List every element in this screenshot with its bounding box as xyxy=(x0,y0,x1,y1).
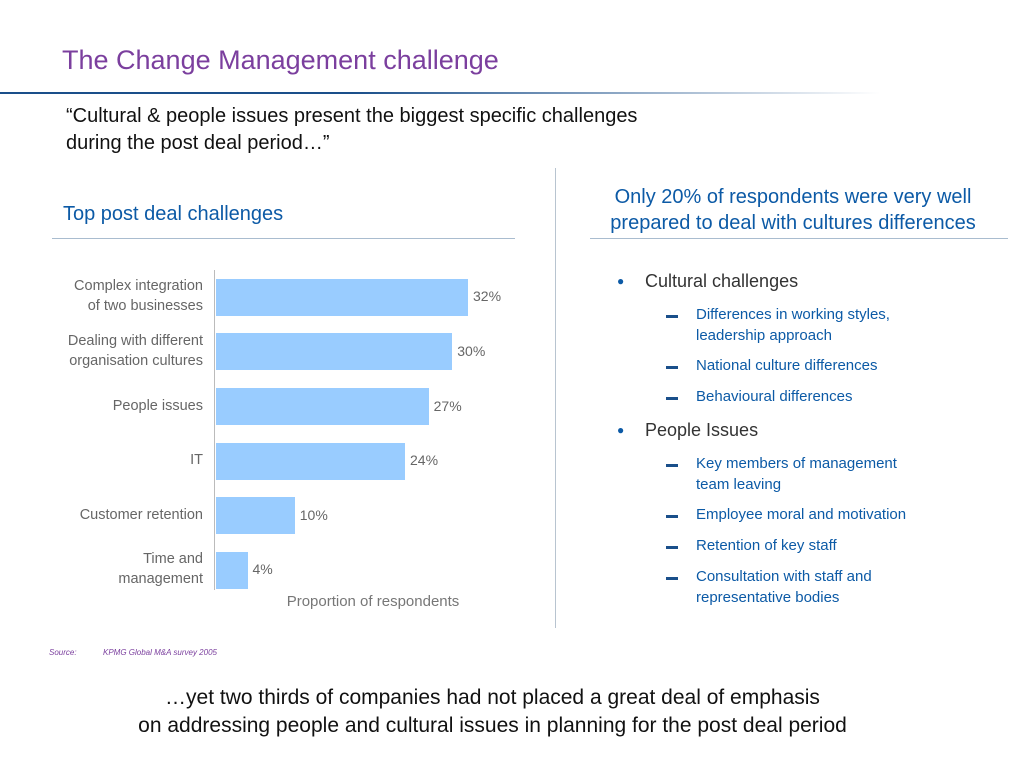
bar xyxy=(216,388,429,425)
sub-bullet-dash xyxy=(666,515,678,518)
bar xyxy=(216,278,468,316)
sub-bullet-dash xyxy=(666,397,678,400)
chart-title-rule xyxy=(52,238,515,239)
sub-bullet-text: Key members of management team leaving xyxy=(696,455,897,493)
sub-bullet-text: Employee moral and motivation xyxy=(696,506,907,523)
panel-title: Only 20% of respondents were very well p… xyxy=(610,186,976,234)
data-label: 4% xyxy=(252,561,273,578)
data-label: 30% xyxy=(457,342,486,359)
x-axis-label: Proportion of respondents xyxy=(286,593,460,610)
title-rule xyxy=(0,92,880,94)
sub-bullet-text: Behavioural differences xyxy=(696,388,853,405)
y-tick-label: Customer retention xyxy=(79,506,203,523)
bar xyxy=(216,551,248,589)
data-label: 32% xyxy=(473,288,502,305)
bar xyxy=(216,497,295,535)
bullet-text: People Issues xyxy=(645,420,759,440)
conclusion: …yet two thirds of companies had not pla… xyxy=(138,686,847,737)
y-tick-label: Complex integration of two businesses xyxy=(74,278,203,315)
bar xyxy=(216,333,453,371)
bar xyxy=(216,442,405,480)
y-tick-label: Time and management xyxy=(118,551,203,588)
source-text: KPMG Global M&A survey 2005 xyxy=(103,648,217,657)
sub-bullet-text: Differences in working styles, leadershi… xyxy=(696,306,890,344)
sub-bullet-dash xyxy=(666,464,678,467)
source-label: Source: xyxy=(49,648,77,657)
bullet-dot: ● xyxy=(617,423,625,437)
slide-title: The Change Management challenge xyxy=(62,45,499,75)
y-tick-label: Dealing with different organisation cult… xyxy=(67,332,203,369)
sub-bullet-dash xyxy=(666,366,678,369)
bullet-text: Cultural challenges xyxy=(645,271,799,291)
data-label: 27% xyxy=(433,397,462,414)
quote: “Cultural & people issues present the bi… xyxy=(66,105,638,154)
y-tick-label: IT xyxy=(190,452,203,469)
sub-bullet-text: National culture differences xyxy=(696,357,878,374)
sub-bullet-text: Retention of key staff xyxy=(696,537,837,554)
sub-bullet-text: Consultation with staff and representati… xyxy=(696,568,872,606)
data-label: 24% xyxy=(410,452,439,469)
data-label: 10% xyxy=(299,506,328,523)
bullet-dot: ● xyxy=(617,274,625,288)
panel-title-rule xyxy=(590,238,1008,239)
y-tick-label: People issues xyxy=(112,397,203,414)
chart-title: Top post deal challenges xyxy=(63,203,284,225)
sub-bullet-dash xyxy=(666,546,678,549)
axis-line xyxy=(214,270,215,590)
sub-bullet-dash xyxy=(666,315,678,318)
divider xyxy=(555,168,556,628)
sub-bullet-dash xyxy=(666,577,678,580)
